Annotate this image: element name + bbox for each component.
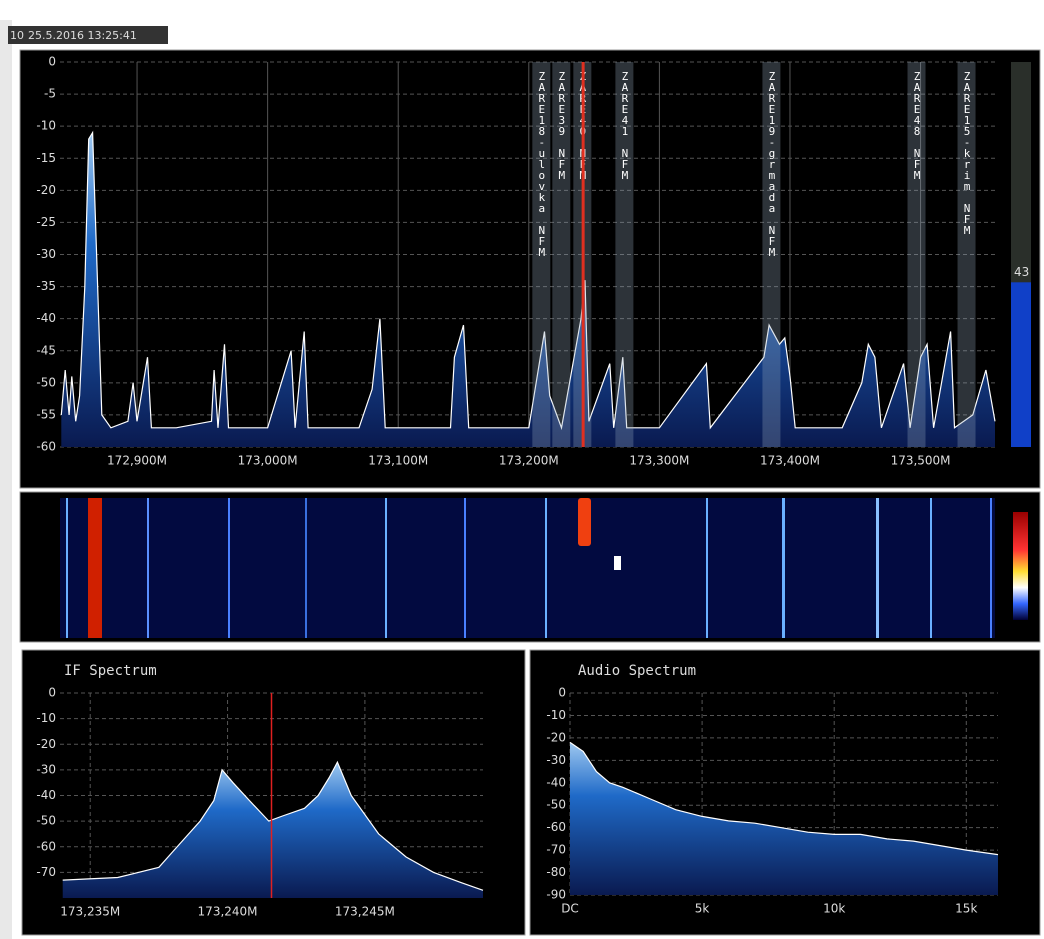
y-tick-label: -40	[546, 775, 566, 789]
level-bar	[1011, 282, 1031, 447]
y-tick-label: -20	[36, 737, 56, 751]
x-tick-label: 5k	[695, 902, 710, 916]
waterfall-trace	[990, 498, 992, 638]
audio-title: Audio Spectrum	[578, 663, 696, 679]
x-tick-label: 173,235M	[60, 905, 120, 919]
if-title: IF Spectrum	[64, 663, 157, 679]
y-tick-label: -60	[546, 820, 566, 834]
y-tick-label: -35	[36, 279, 56, 293]
x-tick-label: 173,100M	[368, 454, 428, 468]
y-tick-label: -50	[36, 814, 56, 828]
y-tick-label: -30	[36, 247, 56, 261]
waterfall-trace	[876, 498, 879, 638]
y-tick-label: -10	[36, 119, 56, 133]
bookmark-label: ZARE39 NFM	[555, 70, 568, 180]
y-tick-label: -10	[546, 708, 566, 722]
x-tick-label: 173,200M	[499, 454, 559, 468]
y-tick-label: -60	[36, 839, 56, 853]
level-label: 43	[1014, 265, 1029, 279]
y-tick-label: -70	[546, 843, 566, 857]
y-tick-label: -25	[36, 215, 56, 229]
waterfall-color-scale	[1013, 512, 1028, 620]
bookmark-label: ZARE19-grmada NFM	[765, 70, 778, 257]
x-tick-label: 173,000M	[238, 454, 298, 468]
waterfall-trace	[66, 498, 68, 638]
y-tick-label: -30	[546, 753, 566, 767]
y-tick-label: -50	[546, 798, 566, 812]
waterfall	[60, 498, 995, 638]
y-tick-label: 0	[48, 55, 56, 69]
y-tick-label: -55	[36, 407, 56, 421]
y-tick-label: -40	[36, 788, 56, 802]
bookmark-label: ZARE18-ulovka NFM	[535, 70, 548, 257]
waterfall-trace	[578, 498, 591, 546]
y-tick-label: -15	[36, 151, 56, 165]
waterfall-trace	[930, 498, 932, 638]
y-tick-label: -10	[36, 711, 56, 725]
x-tick-label: 10k	[823, 902, 845, 916]
waterfall-trace	[228, 498, 230, 638]
waterfall-trace	[782, 498, 785, 638]
bookmark-label: ZARE48 NFM	[911, 70, 924, 180]
y-tick-label: -20	[546, 730, 566, 744]
x-tick-label: 173,400M	[760, 454, 820, 468]
waterfall-trace	[706, 498, 708, 638]
waterfall-trace	[88, 498, 102, 638]
y-tick-label: -5	[44, 87, 56, 101]
waterfall-trace	[614, 556, 621, 570]
row-number: 10	[10, 29, 24, 42]
y-tick-label: -70	[36, 865, 56, 879]
y-tick-label: -90	[546, 888, 566, 902]
bookmark-label: ZARE15-krim NFM	[961, 70, 974, 235]
waterfall-trace	[545, 498, 547, 638]
y-tick-label: -30	[36, 762, 56, 776]
bookmark-label: ZARE41 NFM	[618, 70, 631, 180]
waterfall-trace	[464, 498, 466, 638]
timestamp: 25.5.2016 13:25:41	[28, 29, 137, 42]
sdr-window: 10 25.5.2016 13:25:41 IF Spectrum Audio …	[0, 0, 1044, 939]
y-tick-label: -80	[546, 865, 566, 879]
x-tick-label: 173,300M	[629, 454, 689, 468]
waterfall-trace	[305, 498, 307, 638]
y-tick-label: -40	[36, 311, 56, 325]
y-tick-label: -50	[36, 375, 56, 389]
waterfall-trace	[385, 498, 387, 638]
y-tick-label: 0	[48, 686, 56, 700]
page: 10 25.5.2016 13:25:41 IF Spectrum Audio …	[0, 0, 1044, 939]
x-tick-label: DC	[561, 902, 579, 916]
y-tick-label: -45	[36, 343, 56, 357]
x-tick-label: 15k	[955, 902, 977, 916]
y-tick-label: -20	[36, 183, 56, 197]
x-tick-label: 173,500M	[891, 454, 951, 468]
y-tick-label: -60	[36, 440, 56, 454]
x-tick-label: 172,900M	[107, 454, 167, 468]
side-strip	[0, 20, 12, 939]
waterfall-trace	[147, 498, 149, 638]
y-tick-label: 0	[558, 686, 566, 700]
x-tick-label: 173,245M	[335, 905, 395, 919]
x-tick-label: 173,240M	[198, 905, 258, 919]
